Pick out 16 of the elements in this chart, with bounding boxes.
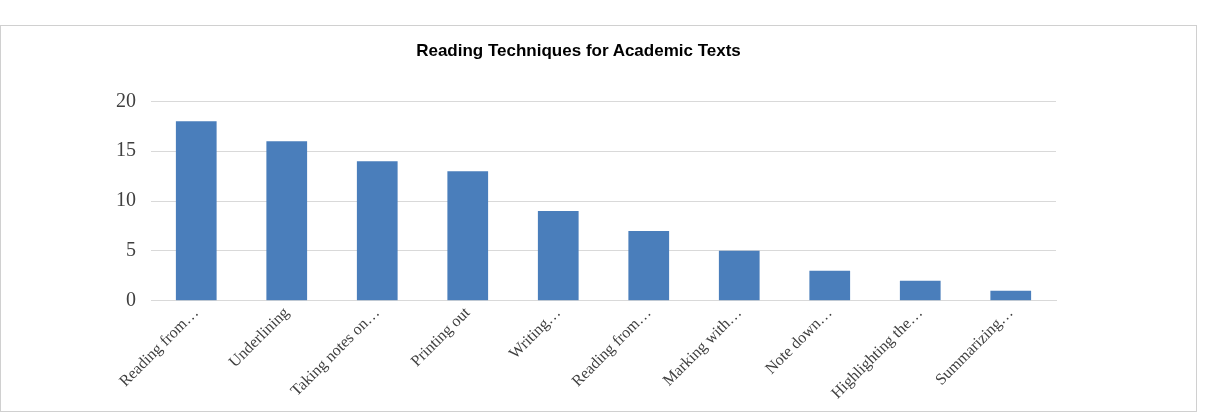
y-tick-label: 5 (126, 238, 136, 261)
bar (447, 171, 489, 301)
chart-title: Reading Techniques for Academic Texts (416, 40, 741, 60)
bar (990, 290, 1032, 301)
y-tick-label: 10 (116, 188, 136, 211)
bar (175, 121, 217, 301)
bar (809, 270, 851, 301)
bar (266, 141, 308, 301)
bar (537, 210, 579, 301)
bar (718, 250, 760, 301)
bar (356, 161, 398, 301)
y-tick-label: 20 (116, 88, 136, 111)
y-tick-label: 15 (116, 138, 136, 161)
y-tick-label: 0 (126, 287, 136, 310)
bar (899, 280, 941, 301)
bar (628, 230, 670, 301)
